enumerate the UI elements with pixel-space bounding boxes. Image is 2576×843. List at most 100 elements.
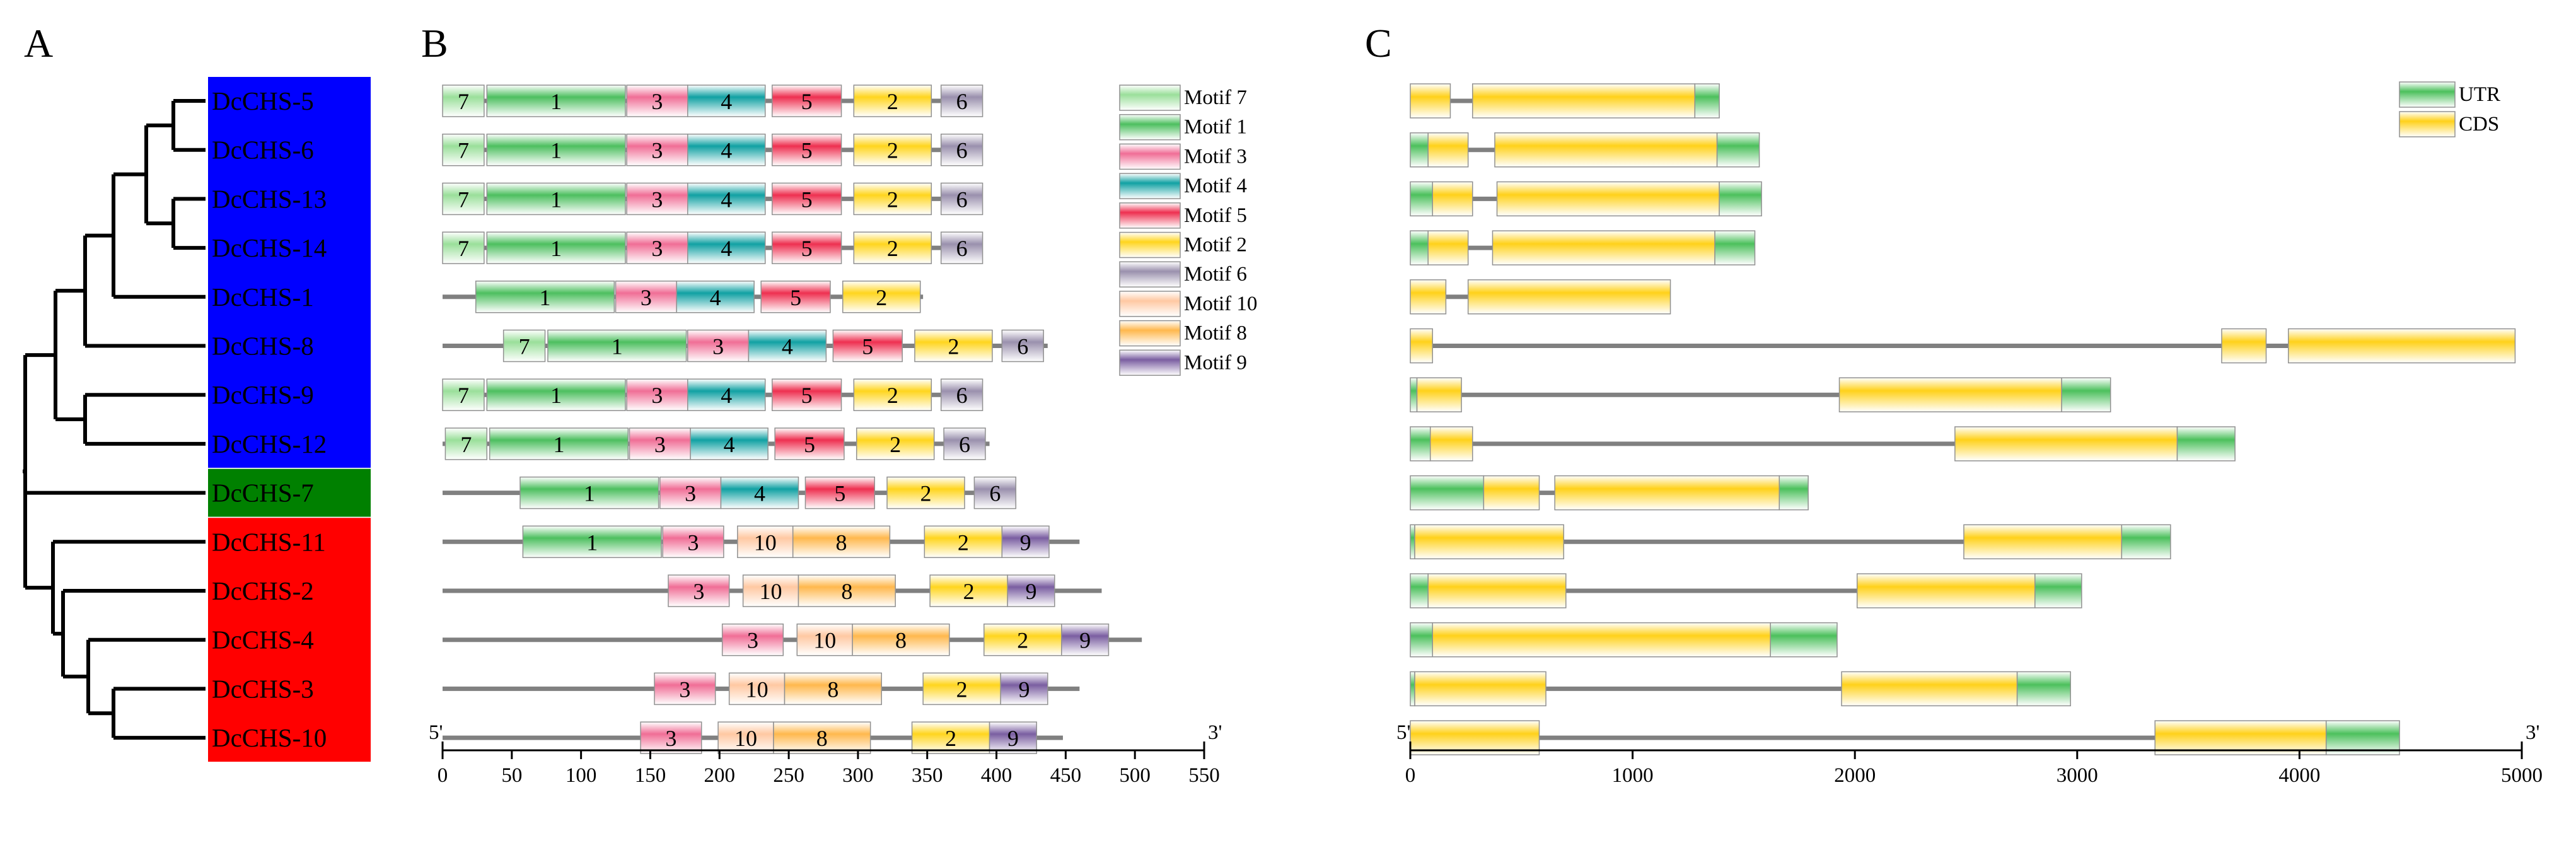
motif-1-box: [486, 182, 626, 216]
motif-4-box: [687, 84, 766, 117]
axis-tick-label: 5000: [2501, 764, 2543, 787]
motif-number: 2: [887, 89, 898, 114]
axis-tick-label: 50: [501, 764, 522, 787]
gene-structure-row: [1410, 279, 1671, 315]
axis-tick-label: 300: [842, 764, 874, 787]
motif-row: 7 1 3 4 5 2 6: [443, 427, 990, 460]
gene-structure-row: [1410, 83, 1720, 119]
cds-segment: [1841, 671, 2018, 707]
motif-number: 5: [834, 481, 845, 506]
motif-4-box: [720, 476, 799, 509]
motif-number: 4: [721, 89, 732, 114]
axis-tick-label: 0: [438, 764, 448, 787]
motif-5-box: [771, 378, 842, 411]
gene-label: DcCHS-11: [212, 527, 326, 556]
legend-swatch-motif-4: [1119, 173, 1181, 199]
motif-2-box: [911, 721, 990, 754]
motif-number: 5: [801, 187, 813, 212]
cds-segment: [1483, 475, 1540, 511]
legend-swatch-cds: [2399, 111, 2456, 137]
motif-1-box: [486, 231, 626, 264]
gene-label: DcCHS-9: [212, 380, 314, 409]
motif-3-box: [626, 133, 688, 166]
gene-label: DcCHS-2: [212, 576, 314, 605]
axis-tick-label: 1000: [1612, 764, 1654, 787]
motif-3-box: [721, 623, 784, 656]
utr-segment: [1410, 671, 1415, 707]
motif-3-box: [629, 427, 691, 460]
cds-segment: [1432, 622, 1771, 658]
motif-number: 6: [956, 89, 968, 114]
cds-segment: [1410, 83, 1451, 119]
motif-row: 7 1 3 4 5 2 6: [442, 182, 983, 216]
utr-segment: [2176, 426, 2236, 462]
gene-structure-panel: UTR CDS 0 1000 2000 3000 4000 5000 5' 3': [1396, 81, 2543, 787]
motif-row: 7 1 3 4 5 2 6: [442, 133, 983, 166]
axis-tick-label: 550: [1188, 764, 1220, 787]
motif-5-box: [771, 133, 842, 166]
gene-label: DcCHS-14: [212, 233, 327, 262]
motif-number: 2: [876, 285, 887, 310]
motif-number: 5: [804, 432, 815, 457]
motif-number: 7: [458, 383, 469, 408]
utr-segment: [1410, 426, 1431, 462]
utr-segment: [1410, 573, 1429, 608]
phylogenetic-tree-panel: DcCHS-5 DcCHS-6 DcCHS-13 DcCHS-14 DcCHS-1 DcC…: [23, 77, 371, 762]
motif-number: 6: [956, 236, 968, 261]
motif-number: 1: [550, 236, 562, 261]
motif-number: 3: [712, 334, 724, 359]
utr-segment: [1410, 622, 1434, 658]
motif-number: 9: [1025, 579, 1036, 604]
legend-label-motif-6: Motif 6: [1184, 263, 1247, 286]
motif-number: 6: [956, 383, 968, 408]
utr-segment: [1778, 475, 1809, 511]
motif-1-box: [519, 476, 659, 509]
motif-3-box: [668, 574, 730, 607]
motif-number: 4: [782, 334, 793, 359]
motif-3-box: [626, 84, 688, 117]
cds-segment: [1427, 573, 1567, 608]
motif-number: 5: [801, 138, 813, 163]
motif-legend: Motif 7 Motif 1 Motif 3 Motif 4 Motif 5 Motif…: [1119, 84, 1257, 376]
motif-8-box: [852, 623, 950, 656]
axis-tick-label: 3000: [2057, 764, 2098, 787]
gene-structure-row: [1410, 475, 1809, 511]
cds-segment: [1414, 524, 1565, 560]
motif-1-box: [486, 133, 626, 166]
motif-3-box: [615, 281, 677, 313]
motif-number: 2: [887, 138, 898, 163]
gene-structure-axis: 0 1000 2000 3000 4000 5000 5' 3': [1396, 721, 2543, 787]
motif-number: 3: [641, 285, 652, 310]
panel-label-c: C: [1365, 21, 1392, 66]
gene-structure-row: [1410, 720, 2400, 755]
cds-segment: [2288, 328, 2516, 364]
legend-label-motif-9: Motif 9: [1184, 351, 1247, 374]
motif-2-box: [853, 133, 932, 166]
cds-segment: [1410, 279, 1447, 315]
legend-swatch-motif-5: [1119, 202, 1181, 229]
legend-label-motif-7: Motif 7: [1184, 86, 1247, 109]
axis-tick-label: 350: [912, 764, 943, 787]
three-prime-label: 3': [1208, 721, 1222, 744]
motif-row: 1 3 10 8 2 9: [443, 525, 1080, 559]
cds-segment: [1427, 132, 1469, 168]
motif-number: 3: [651, 236, 663, 261]
gene-label: DcCHS-1: [212, 282, 314, 311]
cds-segment: [1416, 377, 1462, 412]
utr-segment: [1410, 132, 1429, 168]
motif-3-box: [626, 182, 688, 216]
axis-tick-label: 400: [981, 764, 1012, 787]
motif-2-box: [853, 182, 932, 216]
cds-segment: [2154, 720, 2327, 755]
panel-label-a: A: [24, 21, 53, 66]
motif-7-box: [502, 329, 546, 363]
motif-4-box: [687, 231, 766, 264]
legend-swatch-motif-6: [1119, 261, 1181, 288]
motif-number: 3: [665, 726, 676, 751]
motif-4-box: [676, 281, 755, 313]
legend-label-motif-4: Motif 4: [1184, 175, 1247, 197]
motif-number: 1: [586, 530, 598, 555]
cds-segment: [1410, 720, 1540, 755]
gene-name-labels: DcCHS-5 DcCHS-6 DcCHS-13 DcCHS-14 DcCHS-1 DcC…: [212, 86, 327, 752]
